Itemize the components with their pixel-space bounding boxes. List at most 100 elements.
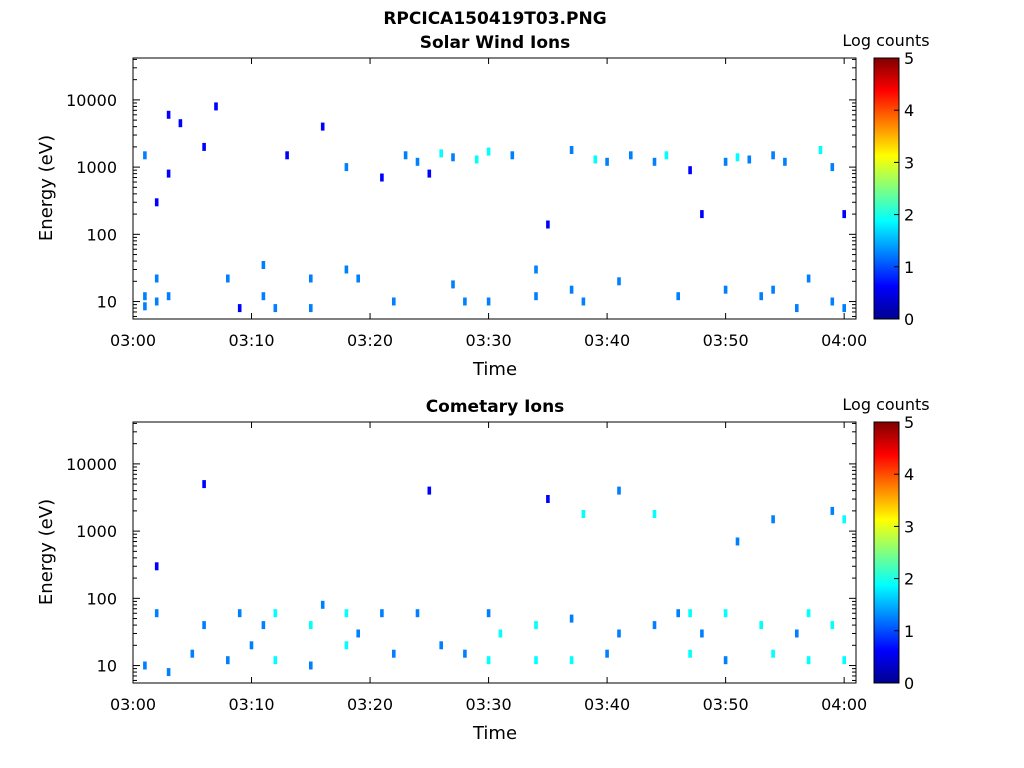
x-tick-label: 04:00 <box>821 695 867 714</box>
heatmap-cell <box>486 609 491 618</box>
heatmap-cell <box>356 274 360 283</box>
x-tick-label: 03:00 <box>110 331 156 350</box>
heatmap-cell <box>427 169 432 178</box>
colorbar-gradient <box>873 421 900 684</box>
panel-cometary: Cometary Ions 03:00 03:10 03:20 03:30 03:40 0… <box>36 395 930 744</box>
x-axis-label: Time <box>472 359 517 380</box>
heatmap-cell <box>273 304 278 313</box>
y-tick-label: 100 <box>86 225 117 244</box>
heatmap-cell <box>688 609 692 618</box>
heatmap-cell <box>392 297 396 306</box>
heatmap-cell <box>783 157 787 166</box>
colorbar-ticks: 0 1 2 3 4 5 <box>894 413 914 693</box>
heatmap-cell <box>723 157 728 166</box>
data-cells <box>143 480 846 677</box>
plot-area <box>132 421 857 684</box>
heatmap-cell <box>581 297 586 306</box>
heatmap-cell <box>154 198 159 207</box>
plot-frame <box>132 57 857 320</box>
heatmap-cell <box>261 621 266 630</box>
x-tick-label: 03:30 <box>466 695 512 714</box>
heatmap-cell <box>664 151 669 160</box>
colorbar: Log counts 0 1 2 3 4 5 <box>842 31 929 329</box>
heatmap-cell <box>688 649 692 658</box>
y-tick-labels: 10 100 1000 10000 <box>66 455 117 676</box>
heatmap-cell <box>451 153 455 162</box>
x-tick-label: 04:00 <box>821 331 867 350</box>
heatmap-cell <box>842 304 846 313</box>
heatmap-cell <box>356 629 360 638</box>
y-tick-label: 1000 <box>76 522 117 541</box>
heatmap-cell <box>237 304 242 313</box>
x-tick-label: 03:40 <box>584 695 630 714</box>
colorbar-tick-label: 5 <box>904 49 914 68</box>
heatmap-cell <box>534 656 538 665</box>
colorbar-tick-label: 2 <box>904 206 914 225</box>
heatmap-cell <box>261 292 266 301</box>
colorbar-tick-label: 2 <box>904 570 914 589</box>
plot-frame <box>132 421 857 684</box>
heatmap-cell <box>569 146 574 154</box>
plot-area <box>132 57 857 320</box>
heatmap-cell <box>676 609 680 618</box>
y-ticks <box>133 422 856 681</box>
heatmap-cell <box>700 629 704 638</box>
heatmap-cell <box>273 609 278 618</box>
heatmap-cell <box>486 147 491 156</box>
y-tick-labels: 10 100 1000 10000 <box>66 91 117 312</box>
y-axis-label: Energy (eV) <box>36 135 57 241</box>
x-tick-label: 03:40 <box>584 331 630 350</box>
heatmap-cell <box>154 274 159 283</box>
heatmap-cell <box>427 486 432 495</box>
heatmap-cell <box>463 649 467 658</box>
x-axis-label: Time <box>472 723 517 744</box>
heatmap-cell <box>617 486 621 495</box>
heatmap-cell <box>842 515 846 524</box>
colorbar-tick-label: 0 <box>904 310 914 329</box>
heatmap-cell <box>842 656 846 665</box>
heatmap-cell <box>569 285 574 294</box>
heatmap-cell <box>202 142 206 151</box>
x-tick-labels: 03:00 03:10 03:20 03:30 03:40 03:50 04:00 <box>110 331 867 350</box>
heatmap-cell <box>285 151 289 160</box>
colorbar-tick-label: 5 <box>904 413 914 432</box>
y-axis-label: Energy (eV) <box>36 499 57 605</box>
heatmap-cell <box>154 562 159 571</box>
heatmap-cell <box>830 506 835 515</box>
heatmap-cell <box>214 102 218 111</box>
x-ticks <box>132 422 845 683</box>
heatmap-cell <box>569 656 574 665</box>
heatmap-cell <box>439 149 443 158</box>
heatmap-cell <box>759 621 763 630</box>
x-tick-label: 03:30 <box>466 331 512 350</box>
heatmap-cell <box>534 292 538 301</box>
heatmap-cell <box>546 220 550 229</box>
heatmap-cell <box>593 155 598 164</box>
heatmap-cell <box>652 157 657 166</box>
heatmap-cell <box>380 173 384 182</box>
colorbar-tick-label: 0 <box>904 674 914 693</box>
heatmap-cell <box>143 302 147 311</box>
heatmap-cell <box>617 277 621 286</box>
heatmap-cell <box>178 119 183 128</box>
heatmap-cell <box>415 609 420 618</box>
colorbar-tick-label: 1 <box>904 622 914 641</box>
y-tick-label: 10 <box>97 293 117 312</box>
colorbar-tick-label: 3 <box>904 517 914 536</box>
y-tick-label: 10 <box>97 657 117 676</box>
heatmap-cell <box>166 169 171 178</box>
heatmap-cell <box>309 621 313 630</box>
heatmap-cell <box>771 285 775 294</box>
x-tick-label: 03:50 <box>703 331 749 350</box>
heatmap-cell <box>569 614 574 623</box>
colorbar-label: Log counts <box>842 395 929 414</box>
heatmap-cell <box>439 641 443 650</box>
heatmap-cell <box>723 285 728 294</box>
heatmap-cell <box>723 656 728 665</box>
panel-title: Solar Wind Ions <box>420 33 571 53</box>
heatmap-cell <box>392 649 396 658</box>
heatmap-cell <box>273 656 278 665</box>
colorbar-tick-label: 4 <box>904 465 914 484</box>
heatmap-cell <box>143 292 147 301</box>
